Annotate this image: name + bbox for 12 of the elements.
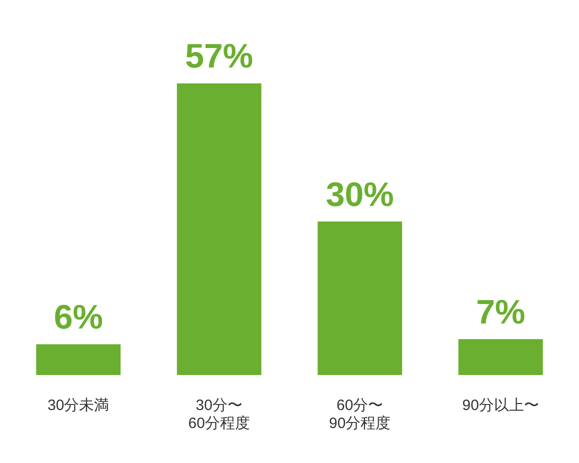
data-label: 30%: [326, 176, 394, 214]
data-label: 7%: [476, 294, 526, 332]
x-tick-label: 60分〜 90分程度: [329, 397, 391, 432]
bar: [36, 344, 121, 375]
x-tick-label: 30分〜 60分程度: [188, 397, 250, 432]
bar: [458, 339, 543, 375]
x-tick-label: 90分以上〜: [462, 397, 539, 414]
data-label: 6%: [54, 298, 103, 337]
bar: [318, 222, 402, 375]
bar: [176, 83, 262, 375]
data-label: 57%: [185, 38, 254, 76]
x-tick-label: 30分未満: [48, 397, 110, 414]
